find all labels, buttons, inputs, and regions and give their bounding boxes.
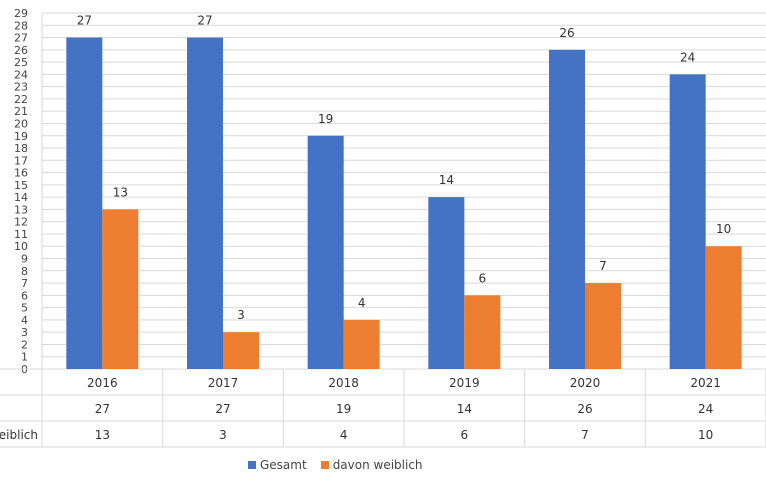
data-label: 13 <box>113 185 128 199</box>
y-tick-label: 1 <box>21 351 28 364</box>
table-cell: 26 <box>577 402 592 416</box>
legend-swatch-davon-weiblich <box>320 461 329 469</box>
x-tick-label: 2019 <box>449 376 480 390</box>
legend-label-davon-weiblich: davon weiblich <box>332 458 423 472</box>
table-cell: 3 <box>219 428 227 442</box>
y-tick-label: 6 <box>21 289 28 302</box>
y-tick-label: 19 <box>14 130 28 143</box>
y-tick-label: 24 <box>14 68 28 81</box>
data-label: 10 <box>716 222 731 236</box>
bar <box>428 197 465 369</box>
data-label: 24 <box>680 50 695 64</box>
y-tick-label: 17 <box>14 154 28 167</box>
table-cell: 6 <box>461 428 469 442</box>
x-tick-label: 2017 <box>208 376 239 390</box>
y-tick-label: 26 <box>14 44 28 57</box>
data-label: 6 <box>479 271 487 285</box>
y-tick-label: 8 <box>21 265 28 278</box>
table-cell: 27 <box>215 402 230 416</box>
y-tick-label: 2 <box>21 338 28 351</box>
x-tick-label: 2018 <box>328 376 359 390</box>
bar <box>669 74 706 370</box>
table-cell: 13 <box>95 428 110 442</box>
data-label: 3 <box>237 308 245 322</box>
y-tick-label: 23 <box>14 81 28 94</box>
x-tick-label: 2016 <box>87 376 118 390</box>
y-tick-label: 4 <box>21 314 28 327</box>
data-label: 27 <box>77 14 92 28</box>
table-cell: 4 <box>340 428 348 442</box>
y-tick-label: 21 <box>14 105 28 118</box>
y-tick-label: 25 <box>14 56 28 69</box>
y-tick-label: 14 <box>14 191 28 204</box>
table-row-label: eiblich <box>0 428 38 442</box>
y-tick-label: 29 <box>14 7 28 20</box>
data-label: 7 <box>599 259 607 273</box>
legend-swatch-gesamt <box>248 461 256 469</box>
y-tick-label: 7 <box>21 277 28 290</box>
x-tick-label: 2021 <box>690 376 721 390</box>
legend-label-gesamt: Gesamt <box>260 458 307 472</box>
y-tick-label: 11 <box>14 228 28 241</box>
data-label: 27 <box>197 14 212 28</box>
legend: Gesamt davon weiblich <box>248 458 423 472</box>
data-label: 26 <box>559 26 574 40</box>
bar <box>223 332 259 369</box>
data-label: 19 <box>318 112 333 126</box>
y-tick-label: 22 <box>14 93 28 106</box>
x-tick-label: 2020 <box>570 376 601 390</box>
bar <box>187 37 223 369</box>
bar <box>464 295 501 369</box>
y-tick-label: 9 <box>21 253 28 266</box>
y-tick-label: 27 <box>14 32 28 45</box>
data-label: 4 <box>358 296 366 310</box>
table-cell: 19 <box>336 402 351 416</box>
bar <box>307 135 344 369</box>
y-tick-label: 5 <box>21 302 28 315</box>
y-tick-label: 15 <box>14 179 28 192</box>
y-tick-label: 20 <box>14 117 28 130</box>
bar <box>549 49 585 370</box>
y-tick-label: 16 <box>14 167 28 180</box>
table-cell: 27 <box>95 402 110 416</box>
data-label: 14 <box>439 173 454 187</box>
table-cell: 14 <box>457 402 472 416</box>
bar <box>66 37 103 369</box>
y-tick-label: 12 <box>14 216 28 229</box>
y-tick-label: 18 <box>14 142 28 155</box>
table-cell: 24 <box>698 402 713 416</box>
y-tick-label: 28 <box>14 19 28 32</box>
bar <box>102 209 139 369</box>
y-tick-label: 13 <box>14 203 28 216</box>
bar <box>343 319 380 369</box>
bar <box>705 246 742 369</box>
table-cell: 7 <box>581 428 589 442</box>
y-tick-label: 3 <box>21 326 28 339</box>
legend-item-gesamt: Gesamt <box>248 458 307 472</box>
table-cell: 10 <box>698 428 713 442</box>
legend-item-davon-weiblich: davon weiblich <box>320 458 423 472</box>
y-tick-label: 10 <box>14 240 28 253</box>
bar <box>585 283 621 369</box>
